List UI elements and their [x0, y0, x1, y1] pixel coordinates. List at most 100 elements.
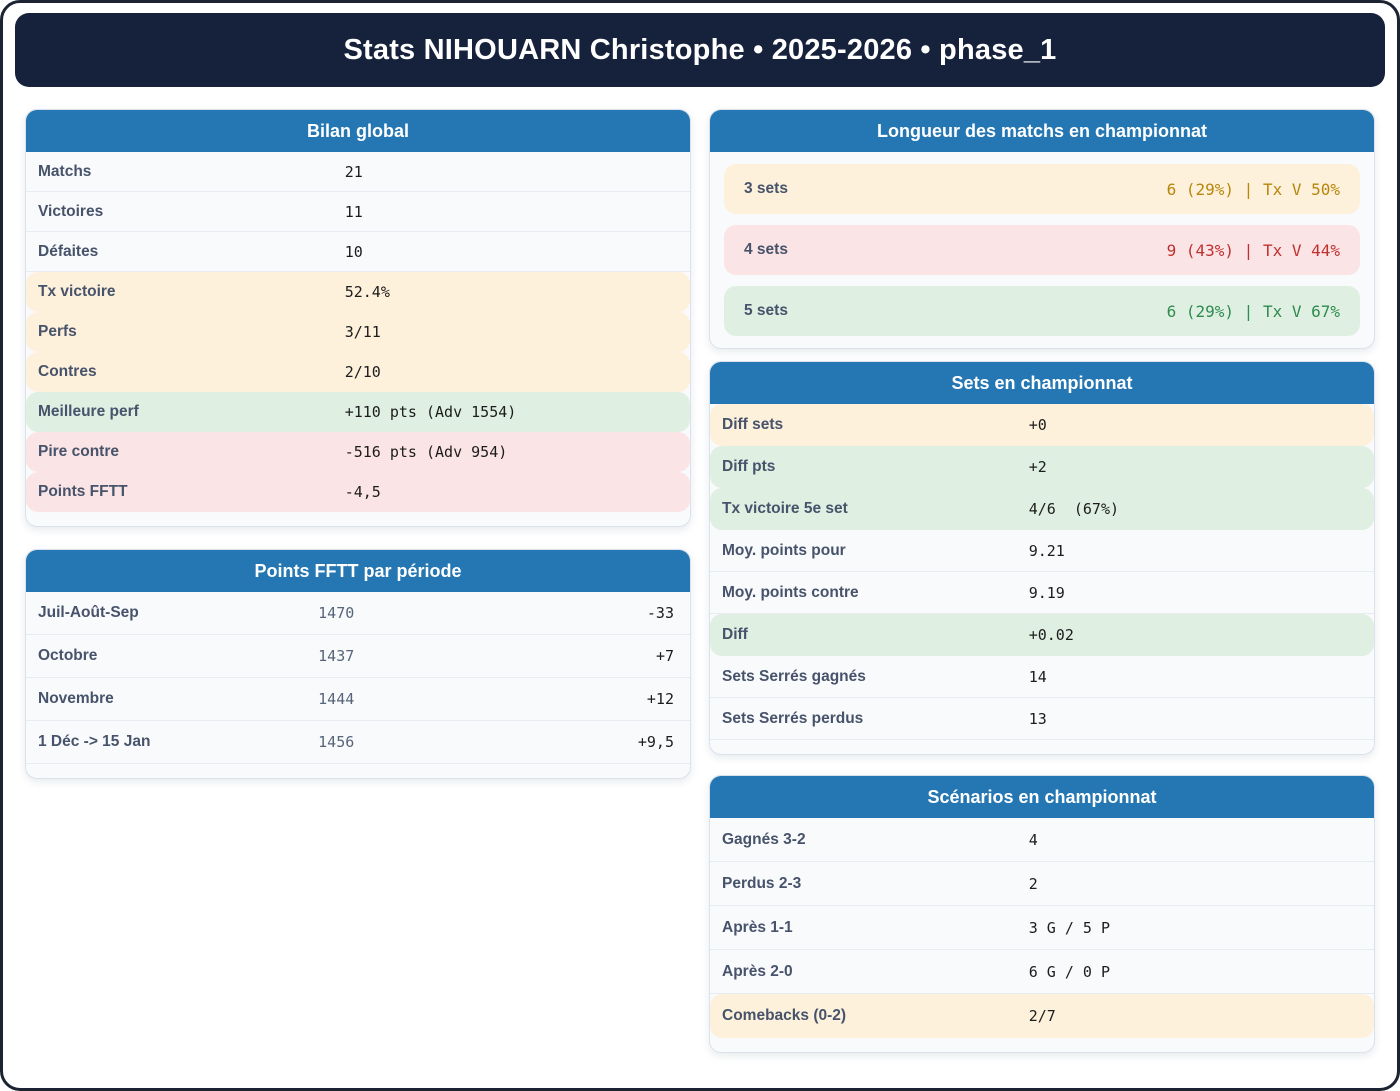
page-title-bar: Stats NIHOUARN Christophe • 2025-2026 • …: [15, 13, 1385, 87]
row-label: Points FFTT: [38, 483, 128, 500]
row-value: +2: [1028, 458, 1047, 476]
stat-row: Perdus 2-3 2: [710, 862, 1374, 906]
row-label: Matchs: [38, 162, 92, 180]
row-label: Novembre: [38, 690, 114, 707]
row-label: Victoires: [38, 202, 104, 220]
row-label: Comebacks (0-2): [722, 1007, 847, 1024]
row-value: 2/7: [1028, 1007, 1056, 1025]
stat-row: Moy. points pour 9.21: [710, 530, 1374, 572]
row-value: 9.21: [1028, 541, 1065, 560]
stat-row: Sets Serrés gagnés 14: [710, 656, 1374, 698]
card-scenarios-championnat: Scénarios en championnat Gagnés 3-2 4 Perd…: [709, 775, 1375, 1053]
row-delta: +7: [655, 647, 674, 665]
row-value: 21: [344, 162, 363, 181]
right-column: Longueur des matchs en championnat 3 set…: [709, 109, 1375, 1053]
card-longueur-matchs: Longueur des matchs en championnat 3 set…: [709, 109, 1375, 349]
row-label: Meilleure perf: [38, 403, 139, 420]
row-value: 6 (29%) | Tx V 67%: [1166, 301, 1340, 321]
stat-row: Perfs 3/11: [26, 312, 690, 352]
row-label: Juil-Août-Sep: [38, 604, 139, 621]
stat-row: Meilleure perf +110 pts (Adv 1554): [26, 392, 690, 432]
stat-row: Sets Serrés perdus 13: [710, 698, 1374, 740]
stat-row: Gagnés 3-2 4: [710, 818, 1374, 862]
stat-row: Contres 2/10: [26, 352, 690, 392]
row-value: 14: [1028, 667, 1047, 686]
row-label: Après 1-1: [722, 918, 793, 936]
row-label: Sets Serrés perdus: [722, 709, 864, 727]
points-fftt-periode-rows: Juil-Août-Sep 1470 -33 Octobre 1437 +7 Novembr…: [26, 592, 690, 778]
row-value: +110 pts (Adv 1554): [344, 403, 517, 421]
period-row: Juil-Août-Sep 1470 -33: [26, 592, 690, 635]
stat-row: Défaites 10: [26, 232, 690, 272]
stat-row: Matchs 21: [26, 152, 690, 192]
stat-row: Après 1-1 3 G / 5 P: [710, 906, 1374, 950]
row-value: 9.19: [1028, 583, 1065, 602]
row-value: 1437: [318, 647, 355, 665]
row-label: Perdus 2-3: [722, 874, 802, 892]
bilan-global-rows: Matchs 21 Victoires 11 Défaites 10 Tx victoire…: [26, 152, 690, 526]
stat-row: Tx victoire 52.4%: [26, 272, 690, 312]
pill-row: 4 sets 9 (43%) | Tx V 44%: [724, 225, 1360, 275]
row-label: 1 Déc -> 15 Jan: [38, 733, 151, 750]
scenarios-championnat-rows: Gagnés 3-2 4 Perdus 2-3 2 Après 1-1 3 G / 5 P…: [710, 818, 1374, 1052]
card-title-scenarios-championnat: Scénarios en championnat: [710, 776, 1374, 818]
row-value: 1470: [318, 604, 355, 622]
row-label: Contres: [38, 363, 97, 380]
row-label: Tx victoire 5e set: [722, 500, 848, 517]
row-value: 4: [1028, 830, 1038, 849]
row-label: Diff sets: [722, 416, 784, 433]
pill-row: 3 sets 6 (29%) | Tx V 50%: [724, 164, 1360, 214]
card-title-longueur-matchs: Longueur des matchs en championnat: [710, 110, 1374, 152]
row-label: 4 sets: [744, 241, 788, 258]
row-delta: +9,5: [637, 733, 674, 751]
stat-row: Comebacks (0-2) 2/7: [710, 994, 1374, 1038]
row-label: Moy. points pour: [722, 541, 846, 559]
row-value: 6 (29%) | Tx V 50%: [1166, 179, 1340, 199]
period-row: Octobre 1437 +7: [26, 635, 690, 678]
row-value: 11: [344, 202, 363, 221]
card-title-bilan-global: Bilan global: [26, 110, 690, 152]
stat-row: Tx victoire 5e set 4/6 (67%): [710, 488, 1374, 530]
stat-row: Diff sets +0: [710, 404, 1374, 446]
card-bilan-global: Bilan global Matchs 21 Victoires 11 Défaites…: [25, 109, 691, 527]
row-value: -4,5: [344, 483, 381, 501]
period-row: Novembre 1444 +12: [26, 678, 690, 721]
stat-row: Pire contre -516 pts (Adv 954): [26, 432, 690, 472]
stat-row: Victoires 11: [26, 192, 690, 232]
sets-championnat-rows: Diff sets +0 Diff pts +2 Tx victoire 5e set 4…: [710, 404, 1374, 754]
row-label: Diff pts: [722, 458, 776, 475]
row-value: +0: [1028, 416, 1047, 434]
row-label: Perfs: [38, 323, 77, 340]
row-value: 4/6 (67%): [1028, 500, 1120, 518]
row-label: Défaites: [38, 242, 99, 260]
row-value: 2: [1028, 874, 1038, 893]
content-area: Bilan global Matchs 21 Victoires 11 Défaites…: [3, 87, 1397, 1075]
stat-row: Après 2-0 6 G / 0 P: [710, 950, 1374, 994]
period-row: 1 Déc -> 15 Jan 1456 +9,5: [26, 721, 690, 764]
left-column: Bilan global Matchs 21 Victoires 11 Défaites…: [25, 109, 691, 1053]
row-delta: +12: [646, 690, 674, 708]
stat-row: Diff +0.02: [710, 614, 1374, 656]
row-delta: -33: [646, 604, 674, 622]
row-value: 10: [344, 242, 363, 261]
row-label: Diff: [722, 626, 748, 643]
row-label: Moy. points contre: [722, 583, 859, 601]
row-label: 3 sets: [744, 180, 788, 197]
row-value: 13: [1028, 709, 1047, 728]
card-points-fftt-periode: Points FFTT par période Juil-Août-Sep 147…: [25, 549, 691, 779]
longueur-matchs-rows: 3 sets 6 (29%) | Tx V 50% 4 sets 9 (43%) | …: [710, 152, 1374, 348]
card-sets-championnat: Sets en championnat Diff sets +0 Diff pts +…: [709, 361, 1375, 755]
stat-row: Diff pts +2: [710, 446, 1374, 488]
pill-row: 5 sets 6 (29%) | Tx V 67%: [724, 286, 1360, 336]
row-value: 3/11: [344, 323, 381, 341]
stat-row: Points FFTT -4,5: [26, 472, 690, 512]
row-value: 1444: [318, 690, 355, 708]
row-value: 2/10: [344, 363, 381, 381]
row-label: Tx victoire: [38, 283, 116, 300]
page-title: Stats NIHOUARN Christophe • 2025-2026 • …: [343, 33, 1057, 66]
row-value: 6 G / 0 P: [1028, 962, 1110, 981]
row-value: +0.02: [1028, 626, 1074, 644]
row-value: 3 G / 5 P: [1028, 918, 1110, 937]
row-label: 5 sets: [744, 302, 788, 319]
